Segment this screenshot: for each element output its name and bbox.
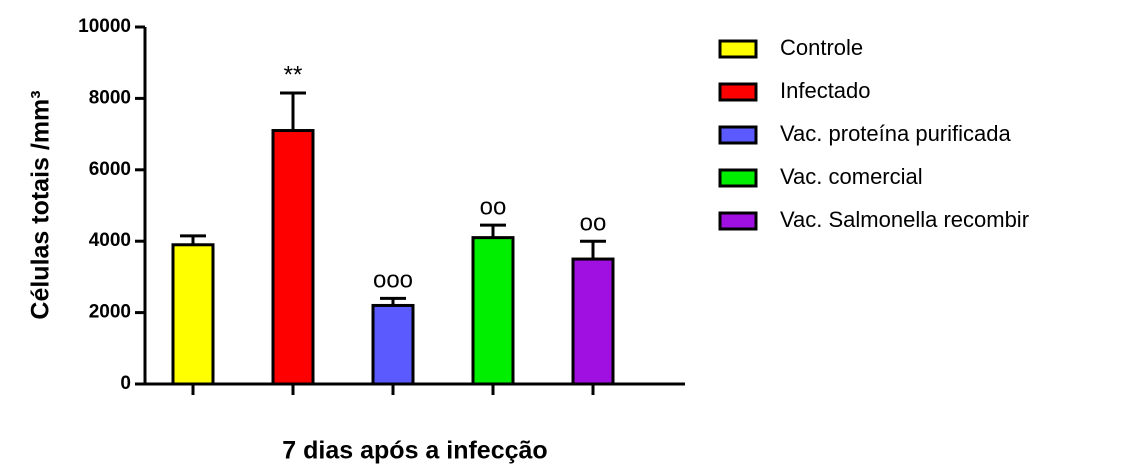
x-axis-label: 7 dias após a infecção bbox=[282, 437, 547, 465]
bar bbox=[471, 236, 515, 386]
legend-label: Controle bbox=[780, 35, 863, 60]
legend-swatch bbox=[718, 168, 758, 188]
bar bbox=[571, 257, 615, 386]
annotation: oo bbox=[580, 210, 607, 237]
legend-label: Vac. proteína purificada bbox=[780, 121, 1011, 146]
annotation: ooo bbox=[373, 267, 413, 294]
legend-label: Vac. Salmonella recombir bbox=[780, 207, 1029, 232]
legend-swatch bbox=[718, 39, 758, 59]
legend-label: Infectado bbox=[780, 78, 871, 103]
annotation: oo bbox=[480, 193, 507, 220]
y-tick-label: 4000 bbox=[89, 230, 131, 251]
bar bbox=[371, 303, 415, 386]
y-tick-label: 6000 bbox=[89, 159, 131, 180]
legend-label: Vac. comercial bbox=[780, 164, 923, 189]
legend-swatch bbox=[718, 82, 758, 102]
legend-swatch bbox=[718, 125, 758, 145]
y-tick-label: 2000 bbox=[89, 302, 131, 323]
bar bbox=[271, 129, 315, 386]
legend-swatch bbox=[718, 211, 758, 231]
y-tick-label: 8000 bbox=[89, 87, 131, 108]
bar bbox=[171, 243, 215, 386]
y-tick-label: 10000 bbox=[78, 16, 131, 37]
annotation: ** bbox=[284, 61, 303, 88]
y-tick-label: 0 bbox=[120, 373, 131, 394]
y-axis-label: Células totais /mm³ bbox=[27, 90, 55, 319]
